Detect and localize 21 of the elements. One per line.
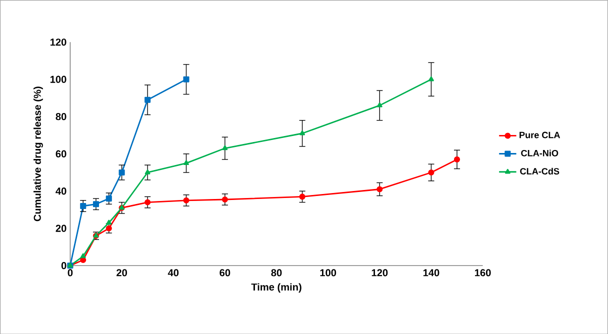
x-tick-label: 0 [68, 268, 73, 276]
y-tick-label: 20 [56, 224, 66, 232]
legend-label: Pure CLA [520, 132, 560, 138]
y-axis-title: Cumulative drug release (%) [34, 86, 43, 221]
x-tick-label: 20 [116, 268, 127, 276]
x-tick-label: 160 [475, 268, 491, 276]
y-tick-label: 40 [56, 187, 66, 194]
legend-label: CLA-CdS [520, 168, 560, 174]
x-tick-label: 100 [320, 268, 336, 276]
y-tick-label: 60 [56, 150, 66, 158]
x-tick-label: 60 [220, 268, 230, 276]
y-tick-label: 120 [50, 38, 66, 46]
y-tick-label: 80 [56, 112, 66, 120]
y-tick-label: 100 [50, 76, 66, 83]
legend-label: CLA-NiO [521, 150, 558, 156]
x-tick-label: 40 [168, 268, 179, 276]
x-axis-title: Time (min) [251, 283, 302, 292]
x-tick-label: 120 [372, 268, 388, 276]
x-tick-label: 80 [271, 268, 282, 276]
x-tick-label: 140 [423, 268, 440, 276]
y-tick-label: 0 [61, 262, 66, 269]
